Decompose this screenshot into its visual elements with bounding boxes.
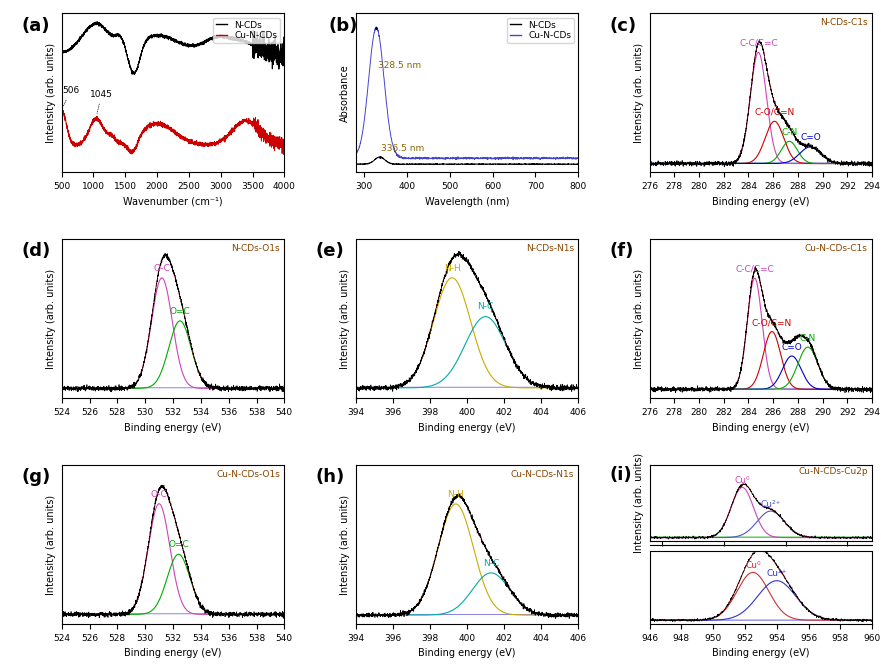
X-axis label: Binding energy (eV): Binding energy (eV) <box>124 423 222 433</box>
Text: 1045: 1045 <box>90 89 113 113</box>
Y-axis label: Intensity (arb. units): Intensity (arb. units) <box>634 268 644 369</box>
Y-axis label: Intensity (arb. units): Intensity (arb. units) <box>46 43 56 143</box>
Text: (d): (d) <box>22 242 51 260</box>
Legend: N-CDs, Cu-N-CDs: N-CDs, Cu-N-CDs <box>507 18 574 43</box>
Text: Cu²⁺: Cu²⁺ <box>766 569 787 578</box>
Text: (g): (g) <box>22 468 51 486</box>
Text: N-CDs-C1s: N-CDs-C1s <box>820 18 868 28</box>
X-axis label: Binding energy (eV): Binding energy (eV) <box>418 423 515 433</box>
Text: (a): (a) <box>22 17 50 35</box>
Text: (h): (h) <box>315 468 344 486</box>
X-axis label: Binding energy (eV): Binding energy (eV) <box>124 648 222 658</box>
Y-axis label: Absorbance: Absorbance <box>340 64 350 122</box>
Text: N-C: N-C <box>483 560 500 568</box>
Text: 506: 506 <box>62 86 79 106</box>
Text: Cu-N-CDs-C1s: Cu-N-CDs-C1s <box>805 244 868 253</box>
Legend: N-CDs, Cu-N-CDs: N-CDs, Cu-N-CDs <box>213 18 280 43</box>
Text: C-N: C-N <box>800 333 816 343</box>
X-axis label: Wavelength (nm): Wavelength (nm) <box>425 197 509 207</box>
Text: (b): (b) <box>329 17 359 35</box>
Text: N-H: N-H <box>444 264 461 272</box>
Text: C=O: C=O <box>781 342 803 352</box>
Text: O-C: O-C <box>151 490 167 499</box>
Y-axis label: Intensity (arb. units): Intensity (arb. units) <box>340 495 350 595</box>
Y-axis label: Intensity (arb. units): Intensity (arb. units) <box>634 453 644 553</box>
Y-axis label: Intensity (arb. units): Intensity (arb. units) <box>340 268 350 369</box>
Text: (i): (i) <box>610 466 632 484</box>
X-axis label: Binding energy (eV): Binding energy (eV) <box>712 197 810 207</box>
X-axis label: Binding energy (eV): Binding energy (eV) <box>712 423 810 433</box>
Text: C=O: C=O <box>800 134 821 142</box>
Text: C-N: C-N <box>781 128 797 137</box>
Text: O=C: O=C <box>169 307 190 316</box>
Text: O=C: O=C <box>168 540 189 550</box>
Text: C-C/C=C: C-C/C=C <box>736 264 774 274</box>
Text: Cu²⁺: Cu²⁺ <box>760 500 781 509</box>
Text: N-CDs-O1s: N-CDs-O1s <box>231 244 280 253</box>
Y-axis label: Intensity (arb. units): Intensity (arb. units) <box>634 43 644 143</box>
Y-axis label: Intensity (arb. units): Intensity (arb. units) <box>46 268 56 369</box>
X-axis label: Binding energy (eV): Binding energy (eV) <box>418 648 515 658</box>
Text: N-CDs-N1s: N-CDs-N1s <box>526 244 574 253</box>
Text: C-C/C=C: C-C/C=C <box>739 39 778 48</box>
Text: Cu-N-CDs-N1s: Cu-N-CDs-N1s <box>510 470 574 479</box>
Text: Cu-N-CDs-O1s: Cu-N-CDs-O1s <box>216 470 280 479</box>
X-axis label: Binding energy (eV): Binding energy (eV) <box>712 648 810 658</box>
Y-axis label: Intensity (arb. units): Intensity (arb. units) <box>46 495 56 595</box>
Text: 336.5 nm: 336.5 nm <box>381 144 425 153</box>
Text: N-C: N-C <box>478 303 493 311</box>
Text: Cu⁰: Cu⁰ <box>735 476 750 485</box>
Text: C-O/C=N: C-O/C=N <box>754 108 795 117</box>
Text: (c): (c) <box>610 17 637 35</box>
Text: (f): (f) <box>610 242 633 260</box>
Text: Cu⁰: Cu⁰ <box>745 561 760 570</box>
Text: (e): (e) <box>315 242 344 260</box>
Text: O-C: O-C <box>153 264 170 273</box>
Text: N-H: N-H <box>448 491 464 499</box>
Text: 328.5 nm: 328.5 nm <box>378 61 421 70</box>
X-axis label: Wavenumber (cm⁻¹): Wavenumber (cm⁻¹) <box>123 197 223 207</box>
Text: Cu-N-CDs-Cu2p: Cu-N-CDs-Cu2p <box>798 467 868 476</box>
Text: C-O/C=N: C-O/C=N <box>751 318 792 327</box>
